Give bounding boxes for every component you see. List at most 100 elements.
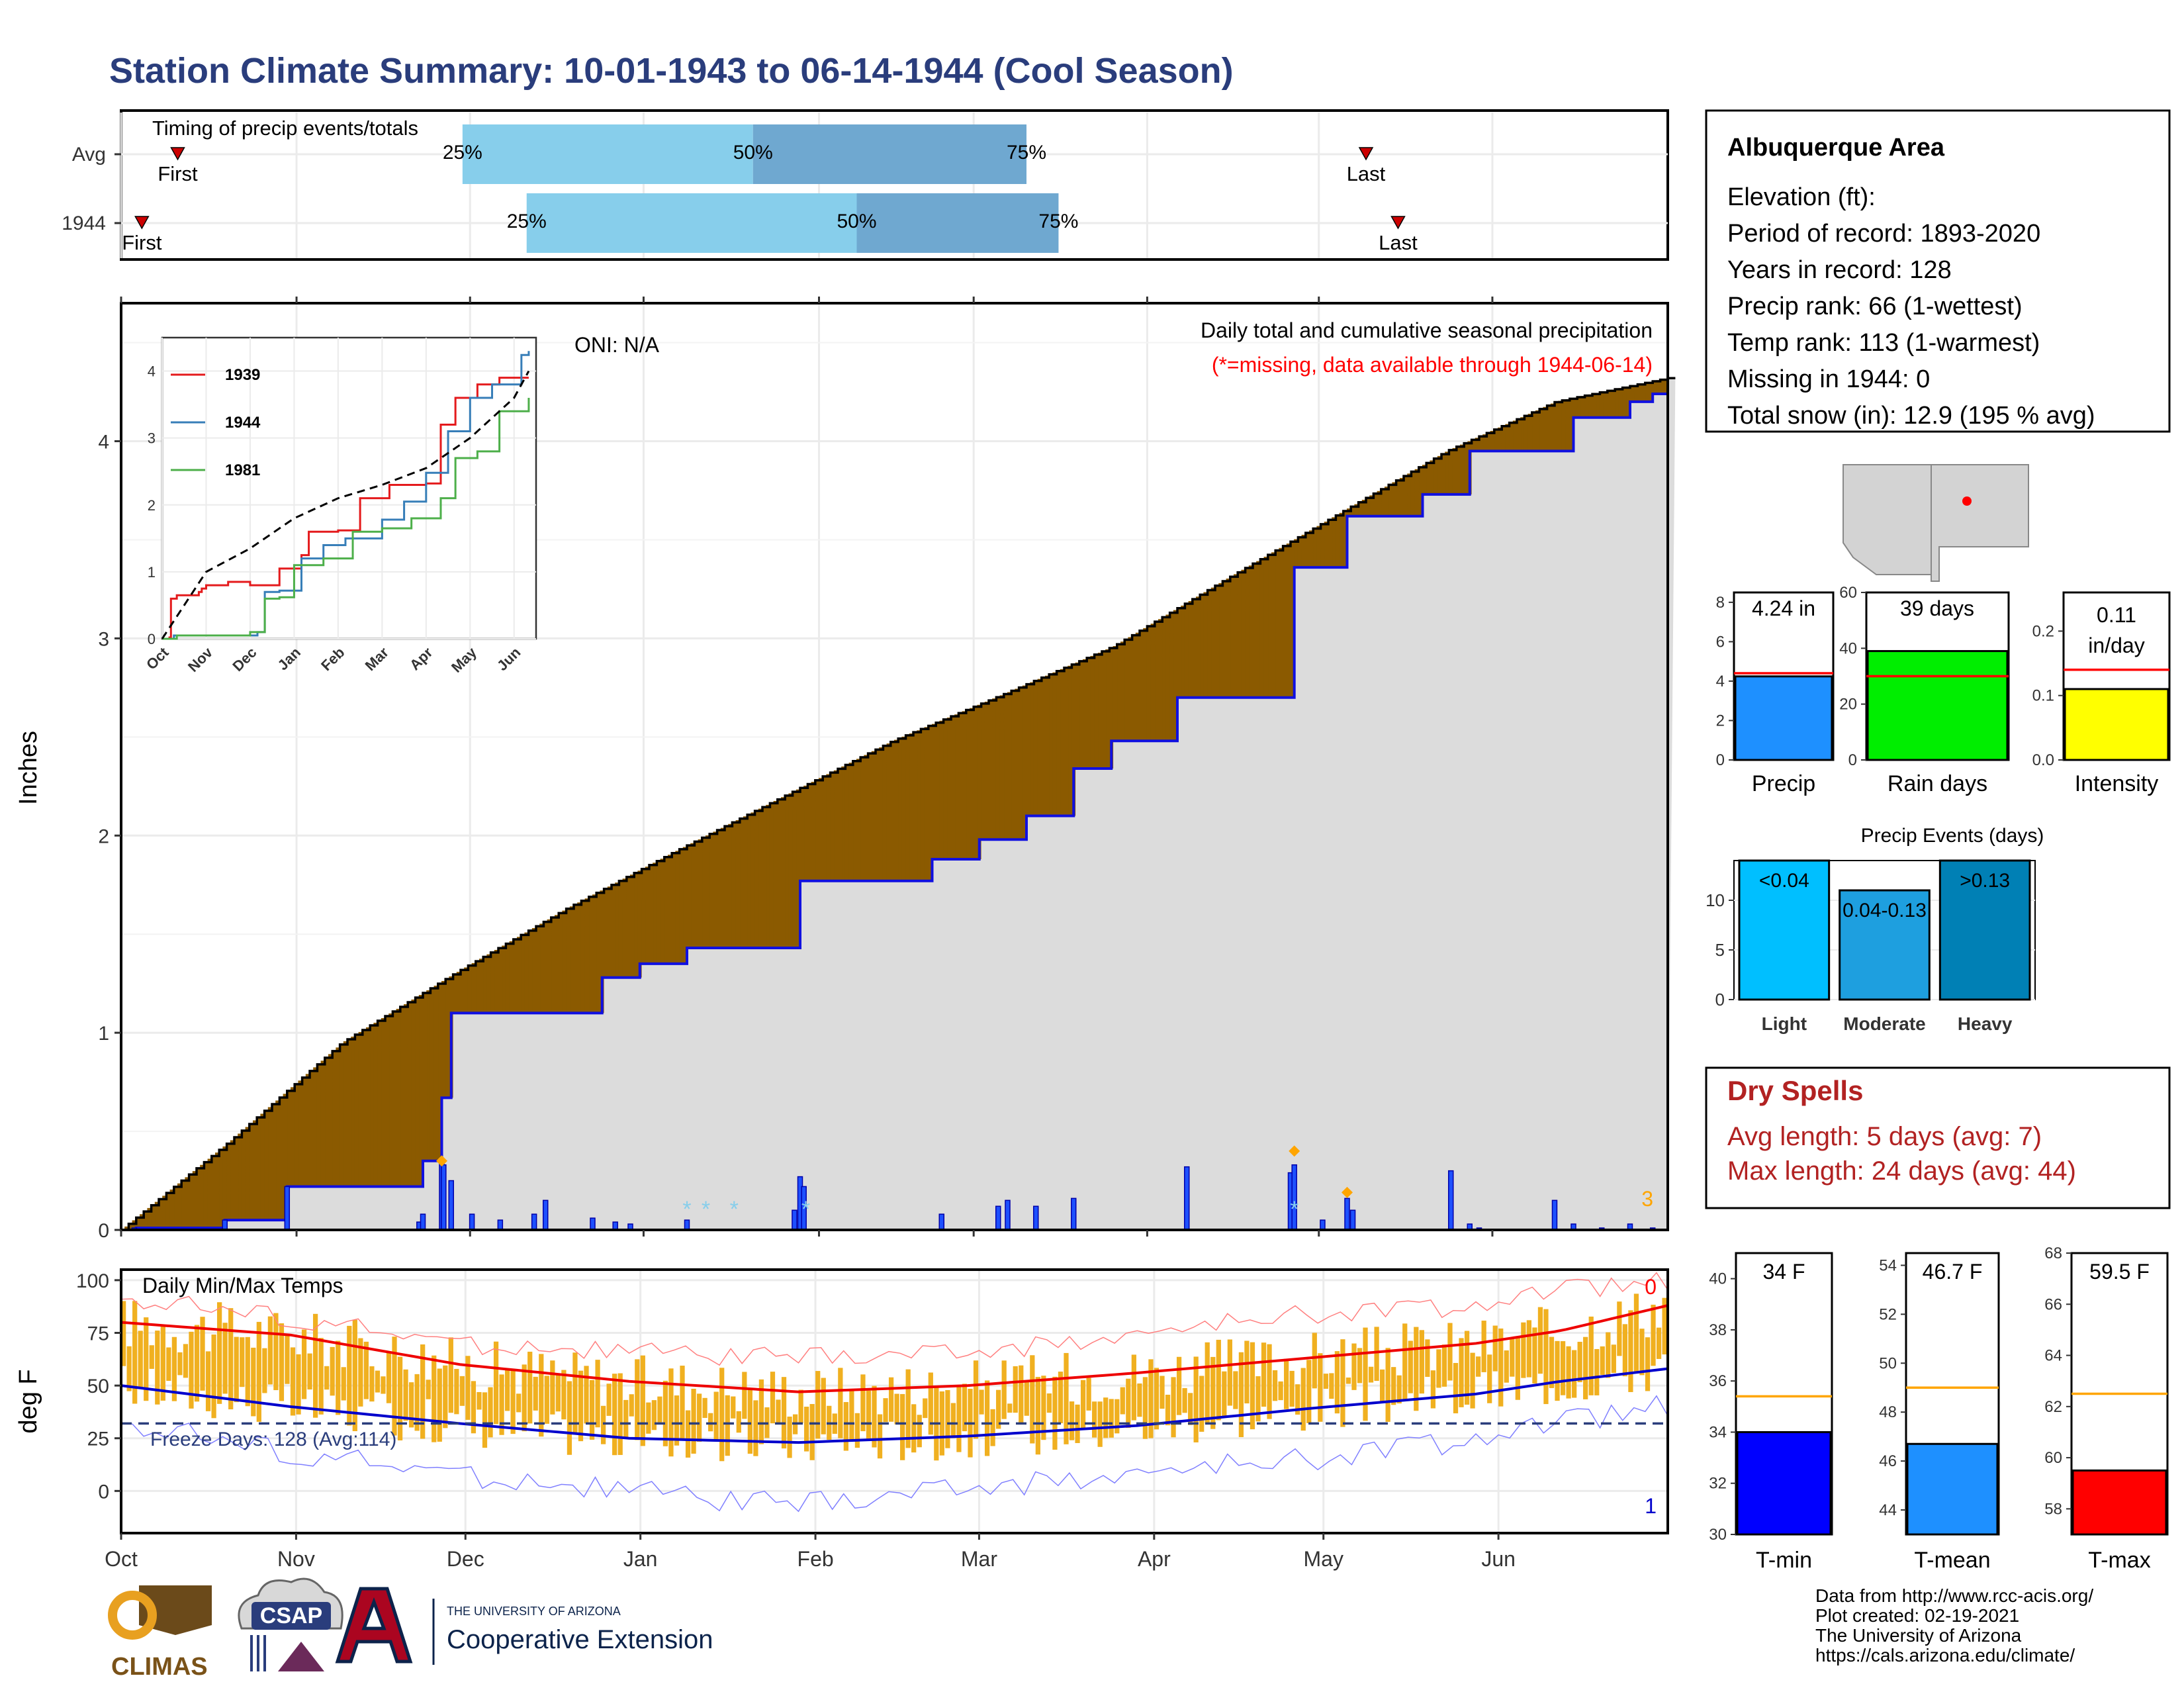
precip-frame <box>120 302 1669 1231</box>
daily-temp-bar <box>1611 1344 1616 1373</box>
locator-map <box>1841 463 2030 599</box>
climas-logo-text: CLIMAS <box>111 1653 208 1681</box>
daily-temp-bar <box>1041 1376 1046 1440</box>
mini-temp-ytick-label: 66 <box>2044 1295 2062 1313</box>
daily-temp-bar <box>877 1414 883 1459</box>
daily-temp-bar <box>155 1331 160 1405</box>
inset-frame <box>161 336 537 640</box>
daily-temp-bar <box>1334 1351 1340 1414</box>
daily-temp-bar <box>1594 1348 1600 1395</box>
below-year-area <box>121 394 1672 1231</box>
daily-temp-bar <box>770 1372 776 1424</box>
events-value-label: <0.04 <box>1759 870 1809 892</box>
avg-cumulative-line <box>121 377 1676 1231</box>
daily-temp-bar <box>860 1374 866 1432</box>
mini-precip-bar <box>1866 650 2009 761</box>
temp-month-label: Nov <box>277 1547 315 1571</box>
events-title: Precip Events (days) <box>1861 825 2044 847</box>
daily-temp-bar <box>1600 1346 1605 1375</box>
daily-precip-bar <box>284 1186 291 1231</box>
daily-temp-bar <box>234 1336 239 1403</box>
daily-temp-bar <box>1425 1339 1430 1377</box>
year-1944-cumulative-line <box>121 393 1668 1231</box>
daily-temp-bar <box>1312 1333 1317 1389</box>
events-ytick-label: 10 <box>1706 890 1725 910</box>
daily-temp-bar <box>1357 1348 1363 1383</box>
snow-marker: * <box>682 1197 691 1222</box>
daily-temp-bar <box>403 1369 408 1421</box>
temp-month-label: Apr <box>1138 1547 1171 1571</box>
precip-areas <box>121 377 1676 1231</box>
station-line-snow: Total snow (in): 12.9 (195 % avg) <box>1727 402 2095 430</box>
daily-temp-bar <box>420 1344 426 1439</box>
daily-temp-bar <box>1656 1327 1662 1359</box>
mini-temp-category: T-min <box>1756 1548 1812 1573</box>
daily-temp-bar <box>1013 1366 1018 1413</box>
ua-logo-letter-a <box>335 1587 413 1664</box>
precip-caption: Daily total and cumulative seasonal prec… <box>1201 318 1653 342</box>
daily-temp-bar <box>1340 1339 1345 1427</box>
daily-temp-bar <box>821 1378 826 1434</box>
daily-temp-bar <box>589 1380 595 1440</box>
daily-temp-bar <box>1492 1325 1498 1372</box>
daily-temp-bar <box>950 1403 956 1438</box>
ua-logo-small-text: THE UNIVERSITY OF ARIZONA <box>447 1605 621 1618</box>
precip-ytick-label: 4 <box>98 432 109 453</box>
mini-precip-ytick-label: 40 <box>1839 639 1857 657</box>
events-ytick-label: 5 <box>1715 940 1725 960</box>
daily-temp-bar <box>1662 1297 1667 1355</box>
daily-precip-bar <box>420 1213 426 1231</box>
daily-temp-bar <box>1633 1293 1639 1374</box>
mini-precip-ytick-label: 4 <box>1716 673 1725 690</box>
daily-temp-bar <box>1171 1377 1176 1438</box>
daily-precip-bar <box>938 1213 944 1231</box>
daily-temp-bar <box>301 1329 307 1399</box>
daily-temp-bar <box>612 1374 617 1456</box>
heavy-event-diamond <box>1289 1145 1300 1157</box>
daily-temp-bar <box>1526 1320 1532 1378</box>
daily-temp-bar <box>1555 1340 1560 1401</box>
timing-panel: 25% 50% 75% First Last 25% 50% 75% First Last Tim… <box>62 109 1669 261</box>
daily-temp-bar <box>488 1387 493 1438</box>
daily-precip-bar <box>1349 1209 1356 1231</box>
timing-row-label-avg: Avg <box>72 144 106 165</box>
daily-temp-bar <box>1504 1350 1509 1383</box>
daily-temp-bar <box>1137 1383 1142 1417</box>
daily-temp-bar <box>1543 1309 1549 1405</box>
csap-logo-rain <box>250 1635 266 1671</box>
daily-temp-bar <box>363 1341 369 1399</box>
daily-temp-bar <box>668 1368 674 1457</box>
precip-events-chart: Precip Events (days) <0.04 Light 0.04-0.13… <box>1706 825 2044 1034</box>
timing-first-marker <box>170 147 185 161</box>
daily-temp-bar <box>550 1360 555 1415</box>
daily-temp-bar <box>1617 1301 1622 1356</box>
daily-temp-bar <box>928 1372 933 1435</box>
daily-temp-bar <box>635 1359 640 1440</box>
temp-axes: 0 25 50 75 100 Oct Nov Dec Jan Feb Mar Apr May Jun <box>76 1270 1516 1571</box>
daily-temp-bar <box>279 1323 285 1401</box>
daily-temp-bar <box>189 1331 194 1409</box>
daily-temp-bar <box>1199 1376 1205 1432</box>
daily-temp-bar <box>1120 1387 1125 1415</box>
daily-temp-bar <box>121 1301 126 1366</box>
daily-temp-bar <box>1622 1324 1628 1377</box>
temp-ylabel: deg F <box>15 1369 42 1433</box>
mini-precip-ytick-label: 0.1 <box>2032 687 2054 705</box>
daily-precip-bar <box>1344 1197 1350 1231</box>
daily-temp-bar <box>854 1413 860 1448</box>
mini-temp-ytick-label: 50 <box>1879 1354 1897 1372</box>
daily-temp-bar <box>171 1336 177 1401</box>
mini-precip-ytick-label: 20 <box>1839 696 1857 714</box>
daily-temp-bar <box>1222 1371 1227 1417</box>
daily-temp-bar <box>572 1352 578 1433</box>
daily-temp-bar <box>414 1374 420 1431</box>
temp-month-label: Oct <box>105 1547 138 1571</box>
mini-temp-category: T-mean <box>1914 1548 1990 1573</box>
daily-temp-bar <box>1329 1373 1334 1399</box>
daily-temp-bar <box>132 1301 138 1404</box>
inset-ytick-label: 1 <box>148 564 156 581</box>
events-category-label: Heavy <box>1958 1013 2013 1034</box>
footer-line-url: https://cals.arizona.edu/climate/ <box>1815 1645 2075 1665</box>
station-line-temp-rank: Temp rank: 113 (1-warmest) <box>1727 329 2040 357</box>
